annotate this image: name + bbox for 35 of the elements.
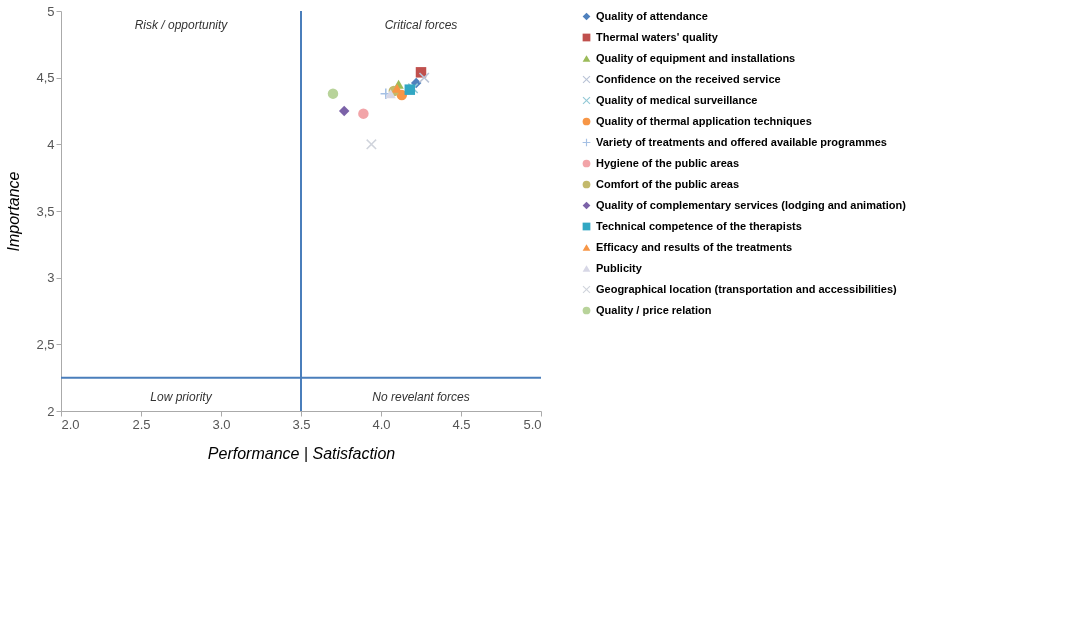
legend-label: Quality of thermal application techniques (596, 114, 812, 127)
annotation: Risk / opportunity (134, 18, 229, 32)
x-tick-label: 5.0 (523, 416, 542, 432)
legend-label: Quality of complementary services (lodging and animation) (596, 198, 907, 211)
x-axis-title: Performance | Satisfaction (207, 444, 396, 462)
x-tick-label: 3.0 (212, 416, 231, 432)
legend-label: Confidence on the received service (596, 72, 781, 85)
x-tick-label: 3.5 (292, 416, 311, 432)
y-tick-label: 4 (47, 136, 55, 152)
x-tick-label: 2.5 (132, 416, 151, 432)
annotation: Critical forces (384, 18, 458, 32)
legend-label: Quality of medical surveillance (596, 93, 758, 106)
y-tick-label: 3,5 (36, 203, 55, 219)
x-tick-label: 2.0 (61, 416, 80, 432)
annotation: No revelant forces (372, 390, 470, 404)
legend-label: Quality / price relation (596, 303, 712, 316)
legend-label: Comfort of the public areas (596, 177, 740, 190)
legend-label: Quality of attendance (596, 9, 708, 22)
y-tick-label: 2 (47, 403, 55, 419)
y-tick-label: 3 (47, 270, 55, 286)
x-tick-label: 4.5 (452, 416, 471, 432)
y-tick-label: 2,5 (36, 336, 55, 352)
y-tick-label: 5 (47, 3, 55, 19)
annotation: Low priority (150, 390, 213, 404)
legend-label: Quality of equipment and installations (596, 51, 796, 64)
y-axis-title: Importance (5, 171, 23, 252)
legend-label: Variety of treatments and offered available programmes (596, 135, 887, 148)
legend-label: Hygiene of the public areas (596, 156, 740, 169)
legend-label: Efficacy and results of the treatments (596, 240, 793, 253)
legend-label: Geographical location (transportation and accessibilities) (596, 282, 898, 295)
y-tick-label: 4,5 (36, 70, 55, 86)
legend-label: Publicity (596, 261, 643, 274)
x-tick-label: 4.0 (372, 416, 391, 432)
legend-label: Thermal waters' quality (596, 30, 719, 43)
legend-label: Technical competence of the therapists (596, 219, 802, 232)
